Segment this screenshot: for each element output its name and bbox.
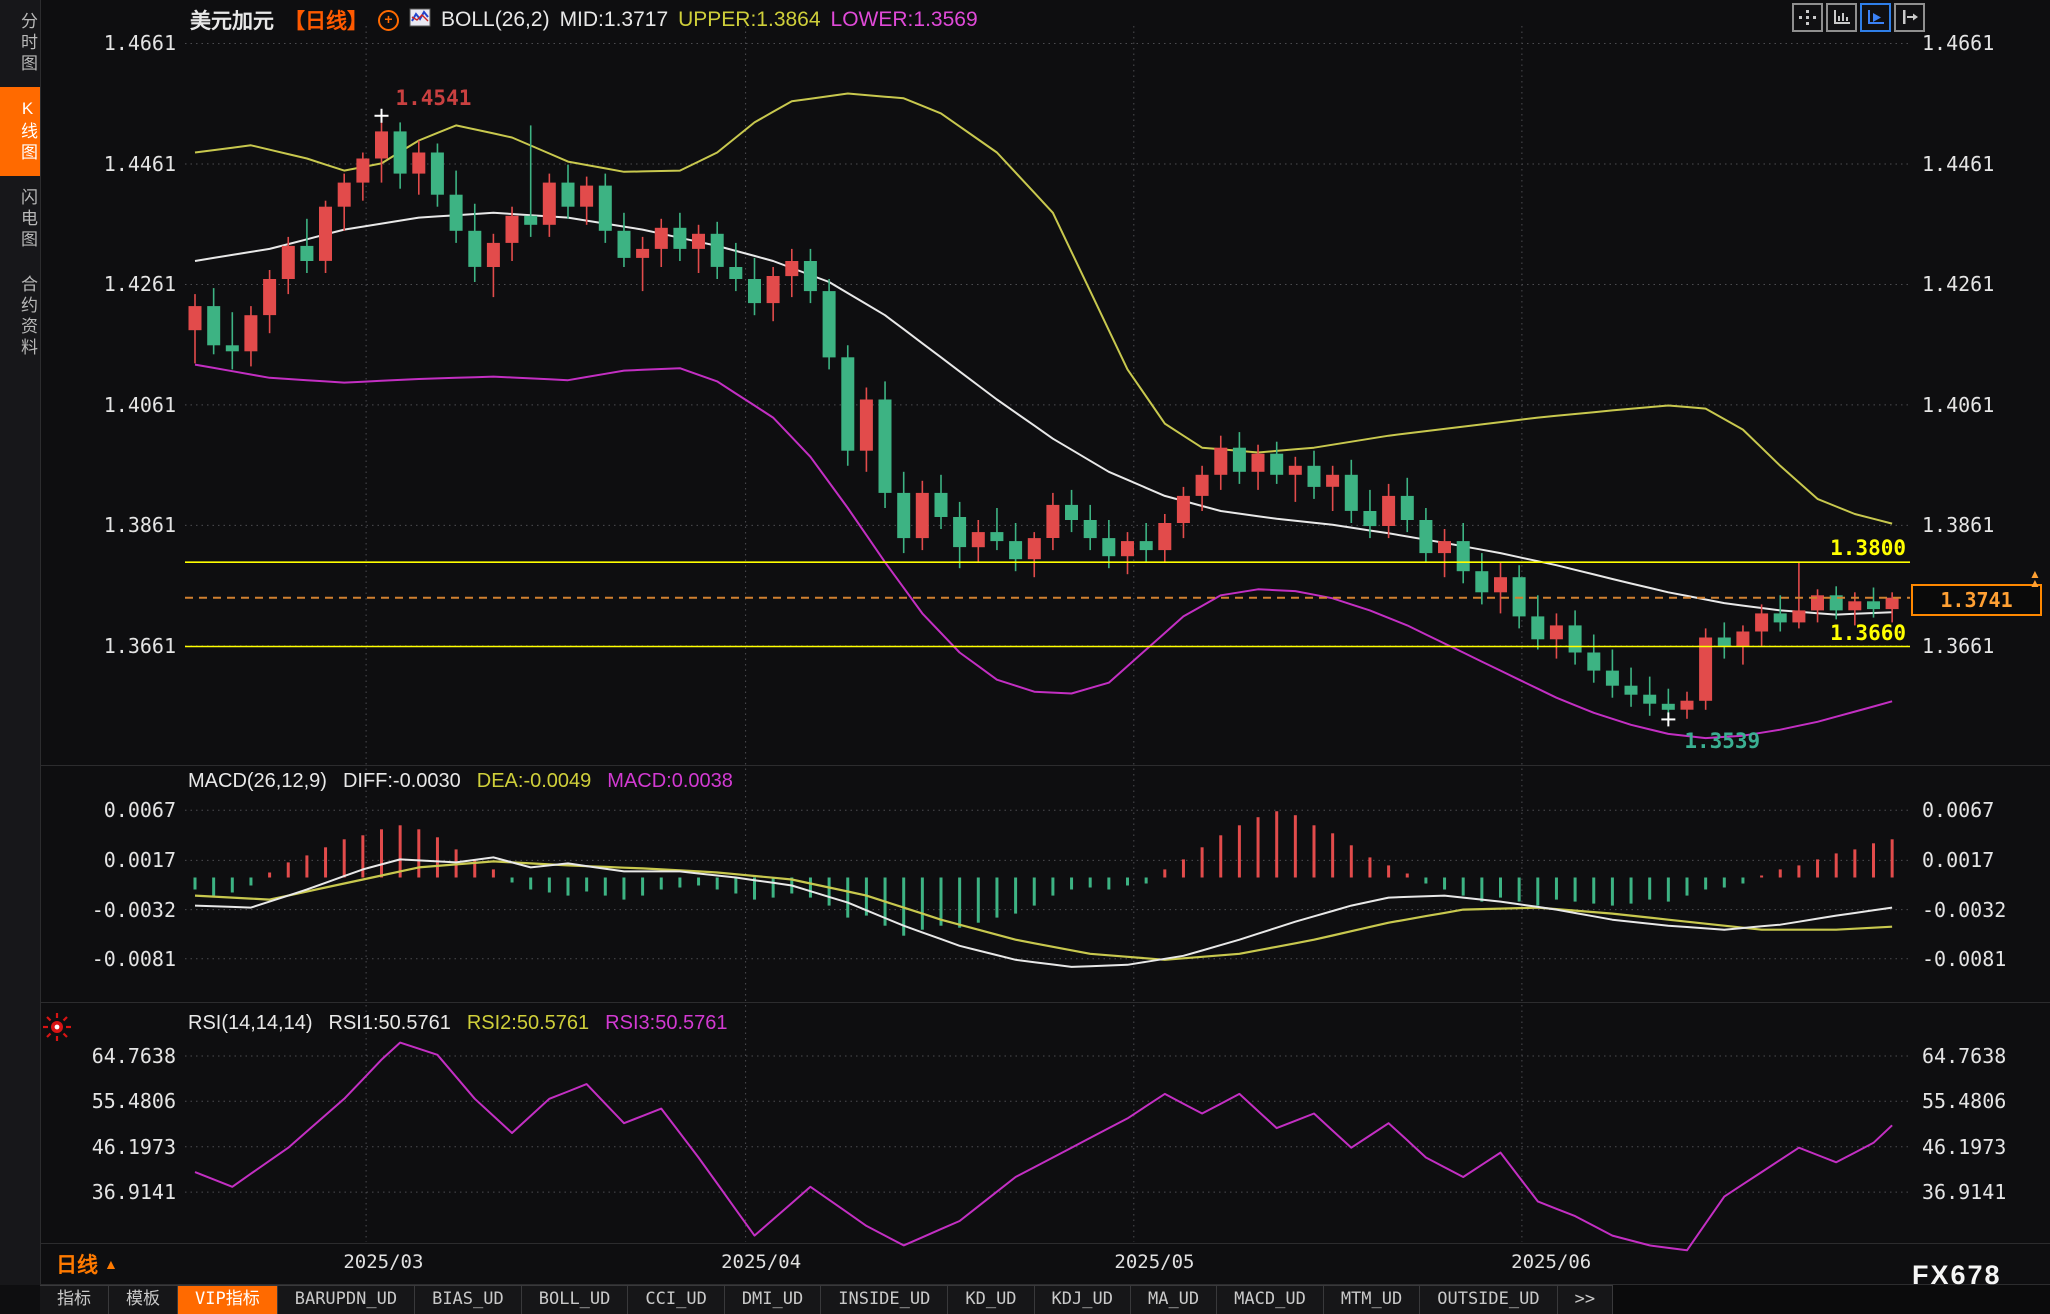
shift-right-icon[interactable] [1894, 3, 1925, 32]
timeframe-label: 日线 [56, 1254, 98, 1277]
price-level-label: 1.3800 [1830, 536, 1906, 561]
indicator-tab[interactable]: KD_UD [948, 1285, 1035, 1314]
boll-lower-value: LOWER:1.3569 [830, 8, 978, 31]
watermark: FX678 [1912, 1260, 2002, 1290]
high-price-label: 1.4541 [395, 85, 472, 110]
y-axis-label: -0.0032 [91, 897, 176, 922]
y-axis-label: -0.0081 [1922, 946, 2007, 971]
chart-header: 美元加元 【日线】 + BOLL(26,2) MID:1.3717 UPPER:… [190, 5, 978, 35]
indicator-tab[interactable]: MACD_UD [1217, 1285, 1324, 1314]
y-axis-label: 1.4061 [1922, 392, 1995, 417]
indicator-tab-bar: 指标 模板 VIP指标 BARUPDN_UD BIAS_UD BOLL_UD CCI_UD D… [40, 1285, 2050, 1314]
y-axis-label: 1.4461 [103, 151, 176, 176]
symbol-name: 美元加元 [190, 10, 274, 33]
y-axis-label: 55.4806 [91, 1089, 176, 1114]
indicator-tab[interactable]: MTM_UD [1323, 1285, 1421, 1314]
y-axis-label: 1.3861 [1922, 513, 1995, 538]
y-axis-label: 1.3661 [103, 633, 176, 658]
y-axis-label: 1.4661 [103, 31, 176, 56]
indicator-tab[interactable]: INSIDE_UD [821, 1285, 949, 1314]
y-axis-label: 55.4806 [1922, 1089, 2007, 1114]
indicator-tab[interactable]: BOLL_UD [521, 1285, 629, 1314]
macd-name: MACD(26,12,9) [188, 770, 327, 792]
indicator-tab[interactable]: VIP指标 [178, 1285, 278, 1314]
x-axis-date-label: 2025/03 [343, 1251, 424, 1273]
macd-diff-value: DIFF:-0.0030 [342, 770, 461, 792]
y-axis-label: -0.0081 [91, 946, 176, 971]
current-price-box: 1.3741 [1911, 584, 2042, 616]
indicator-tab[interactable]: CCI_UD [628, 1285, 725, 1314]
rsi2-value: RSI2:50.5761 [466, 1012, 590, 1034]
sidebar: 分时图 K线图闪电图合约资料 [0, 0, 41, 1285]
y-axis-label: 1.4661 [1922, 31, 1995, 56]
x-axis-date-label: 2025/04 [721, 1251, 802, 1273]
indicator-tab[interactable]: BIAS_UD [415, 1285, 522, 1314]
price-arrows-icon: ▲ ▲ [2029, 567, 2041, 590]
boll-indicator-label: BOLL(26,2) [441, 8, 550, 31]
pan-icon[interactable] [1792, 3, 1823, 32]
indicator-tab[interactable]: >> [1557, 1285, 1614, 1314]
y-axis-label: 0.0017 [1922, 848, 1995, 873]
boll-mid-value: MID:1.3717 [559, 8, 669, 31]
y-axis-label: 1.3661 [1922, 633, 1995, 658]
x-axis-date-label: 2025/06 [1511, 1251, 1592, 1273]
chart-type-icon[interactable] [409, 8, 431, 33]
y-axis-label: 46.1973 [1922, 1134, 2007, 1159]
rsi-header: RSI(14,14,14) RSI1:50.5761 RSI2:50.5761 … [188, 1012, 728, 1035]
macd-macd-value: MACD:0.0038 [607, 770, 733, 792]
y-axis-label: 1.4461 [1922, 151, 1995, 176]
toolbar [1792, 3, 1925, 32]
indicator-tab[interactable]: 指标 [40, 1285, 109, 1314]
y-axis-label: 0.0067 [1922, 798, 1995, 823]
y-axis-label: 1.4261 [103, 272, 176, 297]
macd-header: MACD(26,12,9) DIFF:-0.0030 DEA:-0.0049 M… [188, 770, 733, 793]
sidebar-item-tab[interactable]: 闪电图 [18, 188, 37, 251]
y-axis-label: 0.0067 [103, 798, 176, 823]
rsi1-value: RSI1:50.5761 [328, 1012, 451, 1034]
indicator-tab[interactable]: 模板 [109, 1285, 178, 1314]
indicator-tab[interactable]: BARUPDN_UD [277, 1285, 416, 1314]
y-axis-label: 64.7638 [1922, 1043, 2007, 1068]
timeframe-selector[interactable]: 日线 ▲ [56, 1249, 118, 1279]
add-indicator-icon[interactable]: + [378, 9, 399, 31]
auto-scroll-icon[interactable] [1860, 3, 1891, 32]
axis-scale-icon[interactable] [1826, 3, 1857, 32]
x-axis-date-label: 2025/05 [1114, 1251, 1195, 1273]
sidebar-item-tab[interactable]: 合约资料 [18, 275, 37, 359]
indicator-tab[interactable]: OUTSIDE_UD [1420, 1285, 1558, 1314]
sidebar-item-active[interactable]: K线图 [0, 87, 40, 176]
low-price-label: 1.3539 [1684, 729, 1761, 754]
period-tag: 【日线】 [284, 10, 368, 33]
macd-dea-value: DEA:-0.0049 [476, 770, 592, 792]
y-axis-label: 36.9141 [1922, 1180, 2007, 1205]
rsi3-value: RSI3:50.5761 [605, 1012, 728, 1034]
y-axis-label: 0.0017 [103, 848, 176, 873]
y-axis-label: 46.1973 [91, 1134, 176, 1159]
y-axis-label: 1.4061 [103, 392, 176, 417]
hot-spot-icon[interactable] [42, 1012, 72, 1047]
boll-upper-value: UPPER:1.3864 [678, 8, 821, 31]
y-axis-label: -0.0032 [1922, 897, 2007, 922]
tab-bar-filler [1613, 1285, 2050, 1314]
indicator-tab[interactable]: KDJ_UD [1034, 1285, 1131, 1314]
indicator-tab[interactable]: MA_UD [1130, 1285, 1218, 1314]
y-axis-label: 64.7638 [91, 1043, 176, 1068]
y-axis-label: 1.4261 [1922, 272, 1995, 297]
price-level-label: 1.3660 [1830, 620, 1906, 645]
rsi-name: RSI(14,14,14) [188, 1012, 313, 1034]
y-axis-label: 36.9141 [91, 1180, 176, 1205]
chevron-up-icon: ▲ [104, 1256, 118, 1272]
y-axis-label: 1.3861 [103, 513, 176, 538]
indicator-tab[interactable]: DMI_UD [724, 1285, 822, 1314]
sidebar-item-tab[interactable]: 分时图 [18, 12, 37, 75]
